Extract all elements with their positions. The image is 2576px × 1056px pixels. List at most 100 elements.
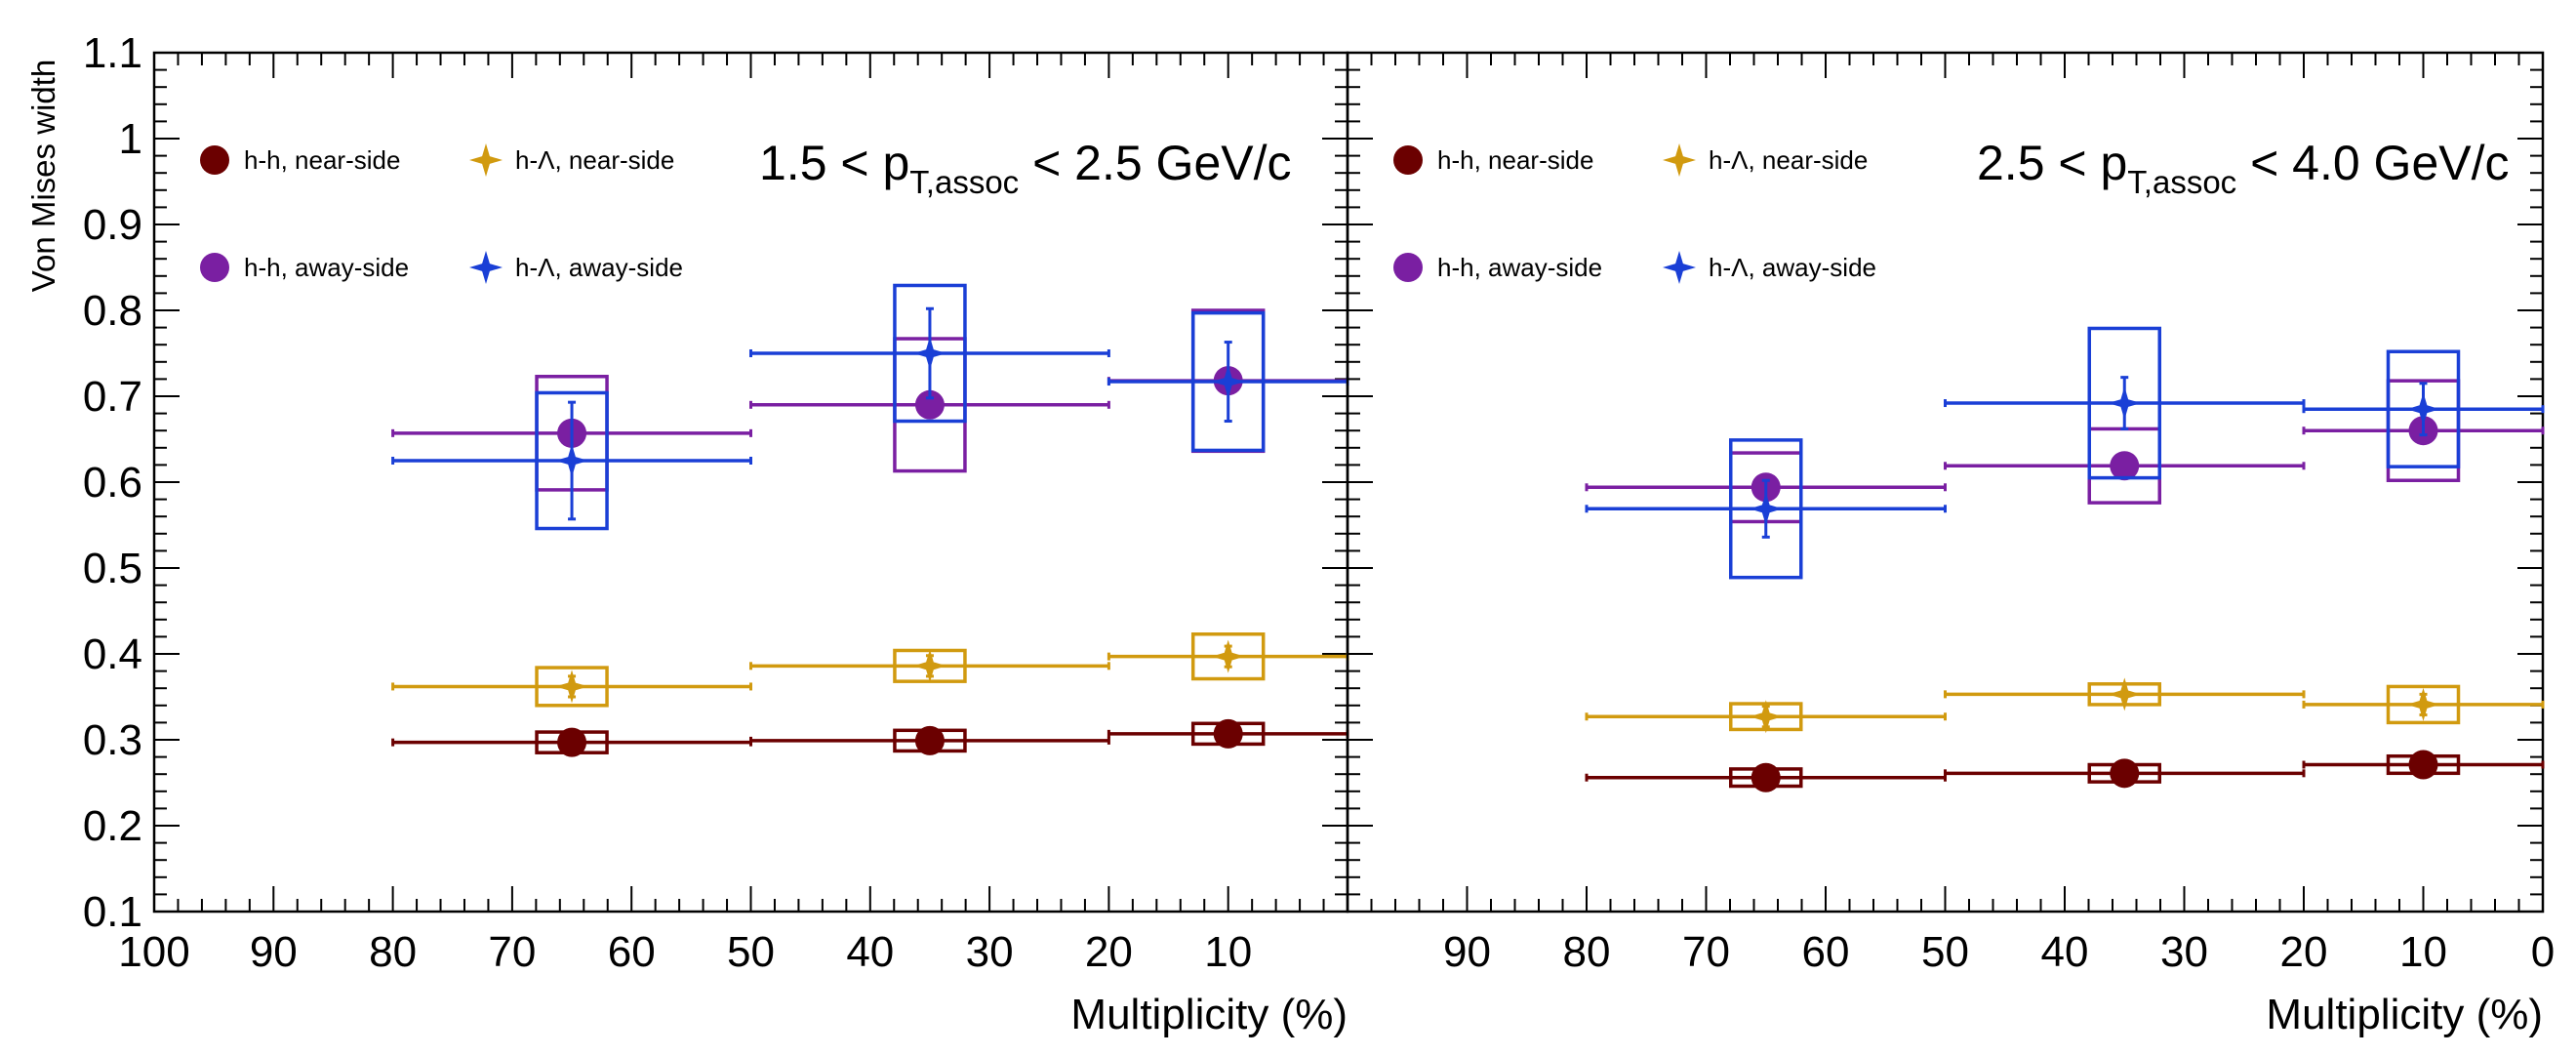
x-tick-label: 80 bbox=[1563, 928, 1611, 976]
x-tick-label: 60 bbox=[608, 928, 656, 976]
legend-marker bbox=[469, 251, 503, 284]
kinematic-range-suffix: < 2.5 GeV/c bbox=[1019, 136, 1291, 190]
data-point bbox=[914, 725, 945, 755]
kinematic-range-label: 1.5 < pT,assoc < 2.5 GeV/c bbox=[759, 136, 1292, 200]
x-tick-label: 70 bbox=[488, 928, 536, 976]
x-tick-label: 70 bbox=[1682, 928, 1730, 976]
x-tick-label: 40 bbox=[2041, 928, 2089, 976]
kinematic-range-prefix: 1.5 < p bbox=[759, 136, 909, 190]
data-point bbox=[913, 649, 946, 683]
data-point bbox=[1213, 718, 1243, 749]
legend-label: h-Λ, near-side bbox=[515, 145, 674, 175]
systematic-box bbox=[2386, 684, 2461, 725]
x-tick-label: 40 bbox=[846, 928, 894, 976]
x-tick-label: 90 bbox=[1443, 928, 1491, 976]
series-h-h-near-side bbox=[391, 718, 1349, 757]
y-tick-label: 0.5 bbox=[83, 545, 142, 592]
systematic-box bbox=[2087, 326, 2161, 480]
data-point bbox=[555, 670, 588, 704]
legend-marker bbox=[469, 143, 503, 177]
data-point bbox=[2108, 386, 2142, 420]
data-point bbox=[1751, 762, 1781, 792]
y-tick-label: 0.2 bbox=[83, 802, 142, 850]
systematic-box bbox=[893, 283, 967, 424]
legend-marker bbox=[1393, 145, 1423, 175]
data-point bbox=[1211, 639, 1245, 673]
x-tick-label: 30 bbox=[966, 928, 1014, 976]
data-point bbox=[555, 444, 588, 477]
legend-entry: h-Λ, near-side bbox=[1663, 143, 1868, 177]
legend-entry: h-h, near-side bbox=[200, 145, 400, 175]
legend-entry: h-h, near-side bbox=[1393, 145, 1593, 175]
x-axis-title: Multiplicity (%) bbox=[1070, 991, 1348, 1038]
series-h-away-side bbox=[1585, 326, 2545, 580]
legend-label: h-h, away-side bbox=[244, 253, 409, 282]
systematic-box bbox=[1190, 310, 1266, 453]
kinematic-range-prefix: 2.5 < p bbox=[1977, 136, 2127, 190]
data-point bbox=[557, 727, 587, 757]
legend-entry: h-Λ, near-side bbox=[469, 143, 674, 177]
x-tick-label: 50 bbox=[727, 928, 775, 976]
systematic-box bbox=[535, 390, 609, 531]
x-tick-label: 60 bbox=[1802, 928, 1850, 976]
legend-marker bbox=[200, 253, 229, 282]
systematic-box bbox=[1190, 632, 1266, 681]
data-point bbox=[914, 389, 945, 420]
y-tick-label: 1.1 bbox=[83, 29, 142, 77]
kinematic-range-suffix: < 4.0 GeV/c bbox=[2236, 136, 2509, 190]
systematic-box bbox=[1729, 438, 1803, 580]
x-tick-label: 20 bbox=[2280, 928, 2328, 976]
x-tick-label: 0 bbox=[2531, 928, 2555, 976]
y-tick-label: 1 bbox=[119, 115, 142, 163]
data-point bbox=[2110, 451, 2140, 481]
legend-entry: h-h, away-side bbox=[200, 253, 409, 282]
y-tick-label: 0.3 bbox=[83, 716, 142, 764]
x-tick-label: 30 bbox=[2160, 928, 2208, 976]
y-tick-label: 0.1 bbox=[83, 888, 142, 936]
legend-label: h-Λ, away-side bbox=[515, 253, 683, 282]
data-point bbox=[1749, 700, 1783, 734]
series-h-away-side bbox=[391, 283, 1349, 531]
legend-marker bbox=[1663, 251, 1696, 284]
data-point bbox=[2406, 687, 2440, 721]
x-tick-label: 10 bbox=[1204, 928, 1252, 976]
y-tick-label: 0.7 bbox=[83, 373, 142, 421]
x-tick-label: 50 bbox=[1921, 928, 1969, 976]
legend-marker bbox=[1393, 253, 1423, 282]
kinematic-range-subscript: T,assoc bbox=[2127, 164, 2236, 200]
y-tick-label: 0.4 bbox=[83, 630, 142, 678]
series-h-near-side bbox=[1585, 677, 2545, 734]
y-axis-title: Von Mises width bbox=[25, 60, 61, 292]
legend-entry: h-Λ, away-side bbox=[469, 251, 683, 284]
data-point bbox=[1211, 365, 1245, 398]
data-point bbox=[1749, 492, 1783, 526]
data-point bbox=[913, 337, 946, 370]
legend-marker bbox=[200, 145, 229, 175]
legend-label: h-h, near-side bbox=[1437, 145, 1593, 175]
systematic-box bbox=[2386, 349, 2461, 468]
data-point bbox=[2108, 677, 2142, 711]
legend-marker bbox=[1663, 143, 1696, 177]
y-tick-label: 0.8 bbox=[83, 287, 142, 335]
legend-label: h-Λ, near-side bbox=[1709, 145, 1868, 175]
data-point bbox=[2110, 758, 2140, 789]
series-h-near-side bbox=[391, 632, 1349, 708]
x-tick-label: 90 bbox=[250, 928, 298, 976]
x-tick-label: 100 bbox=[118, 928, 189, 976]
data-point bbox=[2408, 750, 2438, 780]
right-panel: 90 80 70 60 50 40 30 20 10 0 Multiplicity (%) h-h, … bbox=[1346, 51, 2555, 1038]
legend-entry: h-h, away-side bbox=[1393, 253, 1602, 282]
left-panel: 100 90 80 70 60 50 40 30 20 10 Multiplicity (%) 0.1… bbox=[83, 29, 1349, 1038]
legend-label: h-Λ, away-side bbox=[1709, 253, 1876, 282]
x-tick-label: 10 bbox=[2399, 928, 2447, 976]
systematic-box bbox=[535, 666, 609, 708]
x-tick-label: 20 bbox=[1085, 928, 1133, 976]
kinematic-range-label: 2.5 < pT,assoc < 4.0 GeV/c bbox=[1977, 136, 2510, 200]
legend-label: h-h, near-side bbox=[244, 145, 400, 175]
y-tick-label: 0.6 bbox=[83, 459, 142, 507]
x-axis-title: Multiplicity (%) bbox=[2266, 991, 2543, 1038]
data-point bbox=[2406, 392, 2440, 426]
legend-entry: h-Λ, away-side bbox=[1663, 251, 1876, 284]
y-tick-label: 0.9 bbox=[83, 201, 142, 249]
